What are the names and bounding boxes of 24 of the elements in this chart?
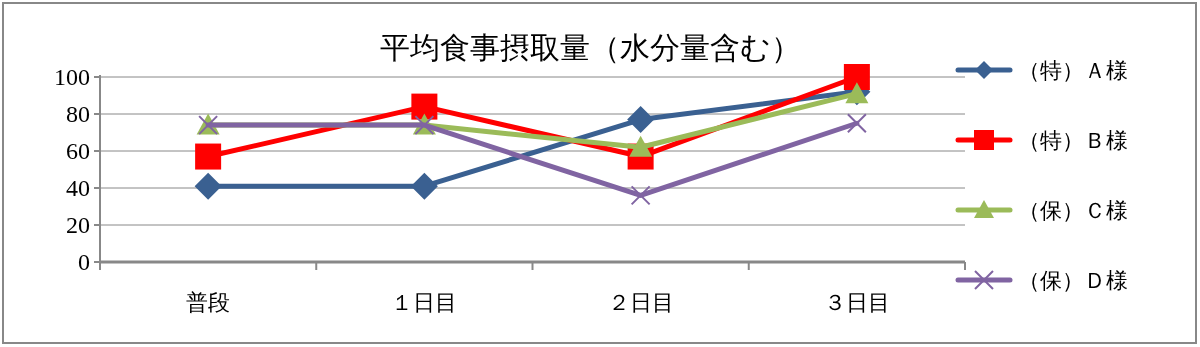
point (410, 172, 438, 200)
y-tick-label: 60 (66, 138, 90, 164)
point (630, 185, 651, 206)
x-tick-label: ２日目 (607, 290, 674, 315)
point (411, 93, 438, 120)
y-tick-label: 80 (66, 101, 90, 127)
x-tick-label: 普段 (186, 290, 231, 315)
legend-label: （特）Ｂ様 (1018, 128, 1128, 153)
y-tick-label: 0 (78, 249, 90, 275)
point (195, 143, 222, 170)
point (629, 135, 653, 157)
x-tick-label: ３日目 (823, 290, 890, 315)
point (843, 64, 870, 90)
legend-label: （特）Ａ様 (1018, 58, 1128, 83)
y-tick-label: 100 (54, 64, 90, 90)
legend-label: （保）Ｃ様 (1018, 198, 1128, 223)
point (846, 113, 867, 134)
chart-title: 平均食事摂取量（水分量含む） (379, 31, 801, 64)
x-tick-label: １日目 (391, 290, 458, 315)
y-tick-label: 20 (66, 212, 90, 238)
legend-label: （保）Ｄ様 (1018, 268, 1128, 293)
point (627, 106, 655, 134)
y-tick-label: 40 (66, 175, 90, 201)
point (194, 172, 222, 200)
